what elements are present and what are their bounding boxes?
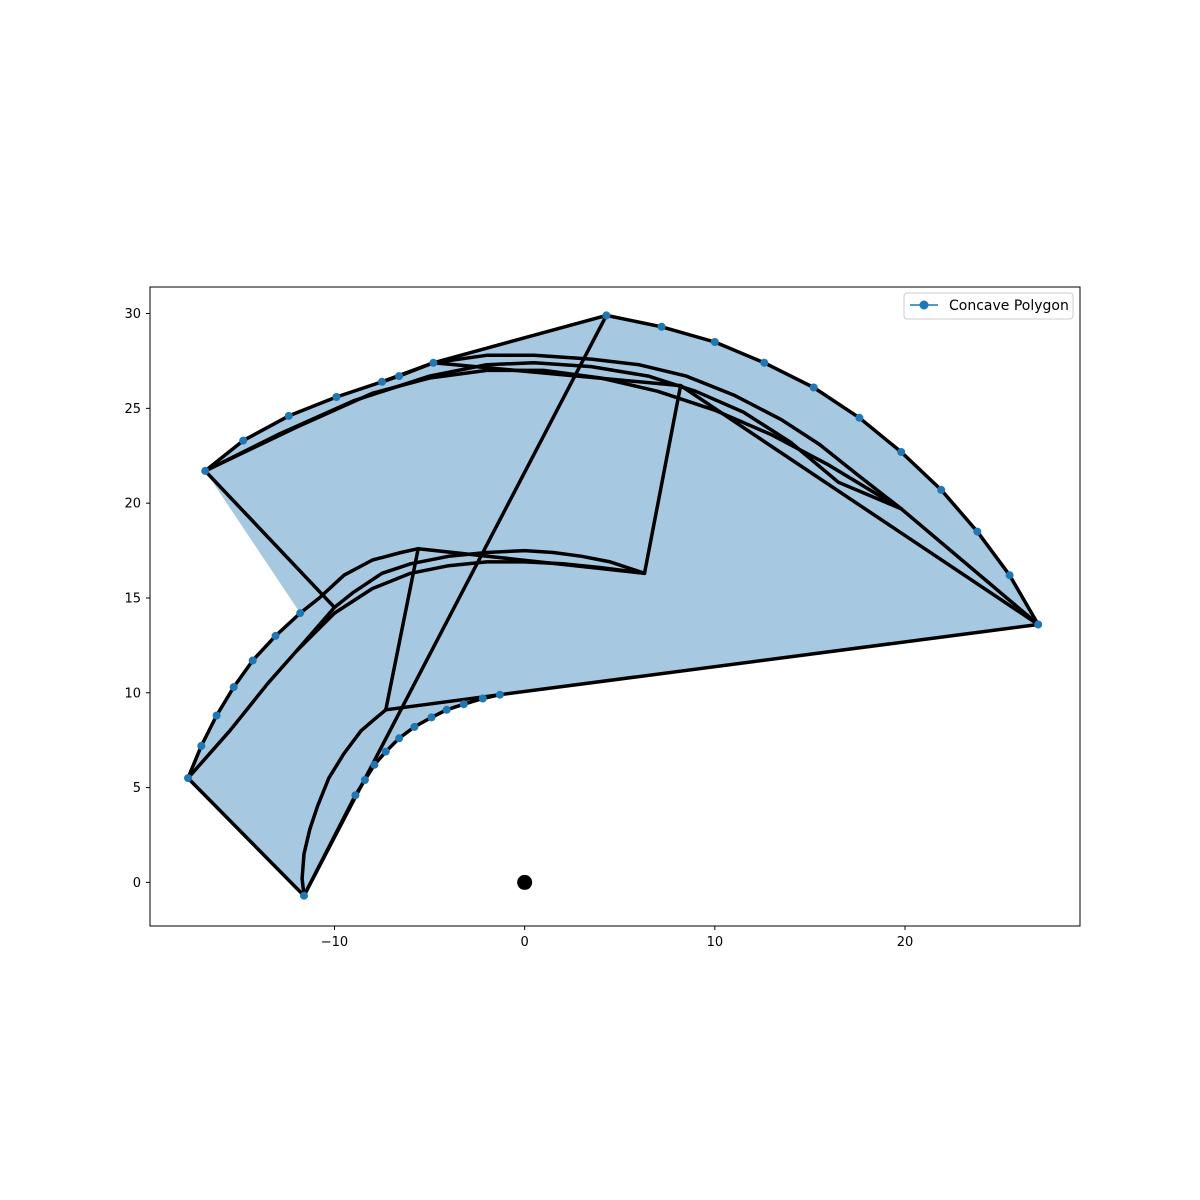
vertex-point-25 <box>212 711 221 720</box>
vertex-point-20 <box>360 776 369 784</box>
legend-label: Concave Polygon <box>949 298 1069 314</box>
vertex-point-31 <box>239 436 248 445</box>
y-tick-label: 15 <box>124 591 141 606</box>
vertex-point-22 <box>300 891 308 900</box>
vertex-point-17 <box>395 734 404 743</box>
x-tick-label: 0 <box>521 935 529 950</box>
vertex-point-9 <box>1005 571 1014 580</box>
vertex-point-26 <box>229 683 238 692</box>
vertex-point-7 <box>937 485 946 494</box>
vertex-point-5 <box>855 413 864 422</box>
x-tick-label: 20 <box>897 935 914 950</box>
vertex-point-24 <box>197 741 206 750</box>
vertex-point-18 <box>381 747 390 756</box>
plot-frame <box>149 286 1081 927</box>
y-tick-label: 0 <box>133 876 141 891</box>
vertex-point-4 <box>809 383 818 392</box>
vertex-point-15 <box>427 713 436 722</box>
vertex-point-11 <box>495 690 504 699</box>
y-tick-label: 20 <box>124 497 141 512</box>
origin-marker <box>517 874 533 890</box>
vertex-point-16 <box>410 722 419 731</box>
vertex-point-29 <box>296 609 305 618</box>
vertex-point-30 <box>201 466 210 475</box>
vertex-point-14 <box>442 705 451 714</box>
vertex-point-12 <box>478 694 487 703</box>
vertex-point-3 <box>760 358 769 367</box>
vertex-point-34 <box>378 377 386 386</box>
vertex-point-8 <box>973 527 982 536</box>
x-tick-label: −10 <box>321 935 348 950</box>
polygon-layer <box>188 315 1039 896</box>
y-tick-label: 25 <box>124 402 141 417</box>
vertex-point-36 <box>429 358 438 367</box>
vertex-point-23 <box>184 774 192 783</box>
edge-line-9 <box>642 383 683 576</box>
vertex-point-27 <box>248 656 257 665</box>
plot-area <box>184 311 1043 900</box>
legend: Concave Polygon <box>903 292 1074 320</box>
legend-marker <box>919 300 929 310</box>
y-axis: 0 5 10 15 20 25 30 <box>124 307 150 891</box>
vertex-point-6 <box>897 448 906 456</box>
edge-line-4 <box>203 469 337 610</box>
vertex-point-13 <box>459 700 468 709</box>
vertex-point-33 <box>332 393 341 401</box>
vertex-layer <box>184 311 1043 900</box>
vertex-point-10 <box>1034 620 1043 629</box>
edge-line-12 <box>384 546 420 712</box>
y-tick-label: 30 <box>124 307 141 322</box>
vertex-point-35 <box>395 372 404 381</box>
polygon-fill <box>188 315 1039 896</box>
edge-line-10 <box>431 361 1040 627</box>
x-axis: −10 0 10 20 <box>321 926 914 950</box>
y-tick-label: 5 <box>133 781 141 796</box>
edge-line-16 <box>294 560 647 653</box>
edge-line-17 <box>300 708 388 898</box>
legend-box <box>903 292 1074 320</box>
vertex-point-1 <box>657 322 666 331</box>
vertex-point-32 <box>284 411 293 420</box>
vertex-point-21 <box>351 791 360 800</box>
marker-layer <box>517 874 533 890</box>
edge-line-14 <box>332 548 647 610</box>
vertex-point-19 <box>370 760 379 769</box>
y-tick-label: 10 <box>124 686 141 701</box>
vertex-point-28 <box>271 631 280 640</box>
edge-line-7 <box>380 353 903 511</box>
x-tick-label: 10 <box>707 935 724 950</box>
vertex-point-0 <box>602 311 611 320</box>
vertex-point-2 <box>710 338 719 346</box>
